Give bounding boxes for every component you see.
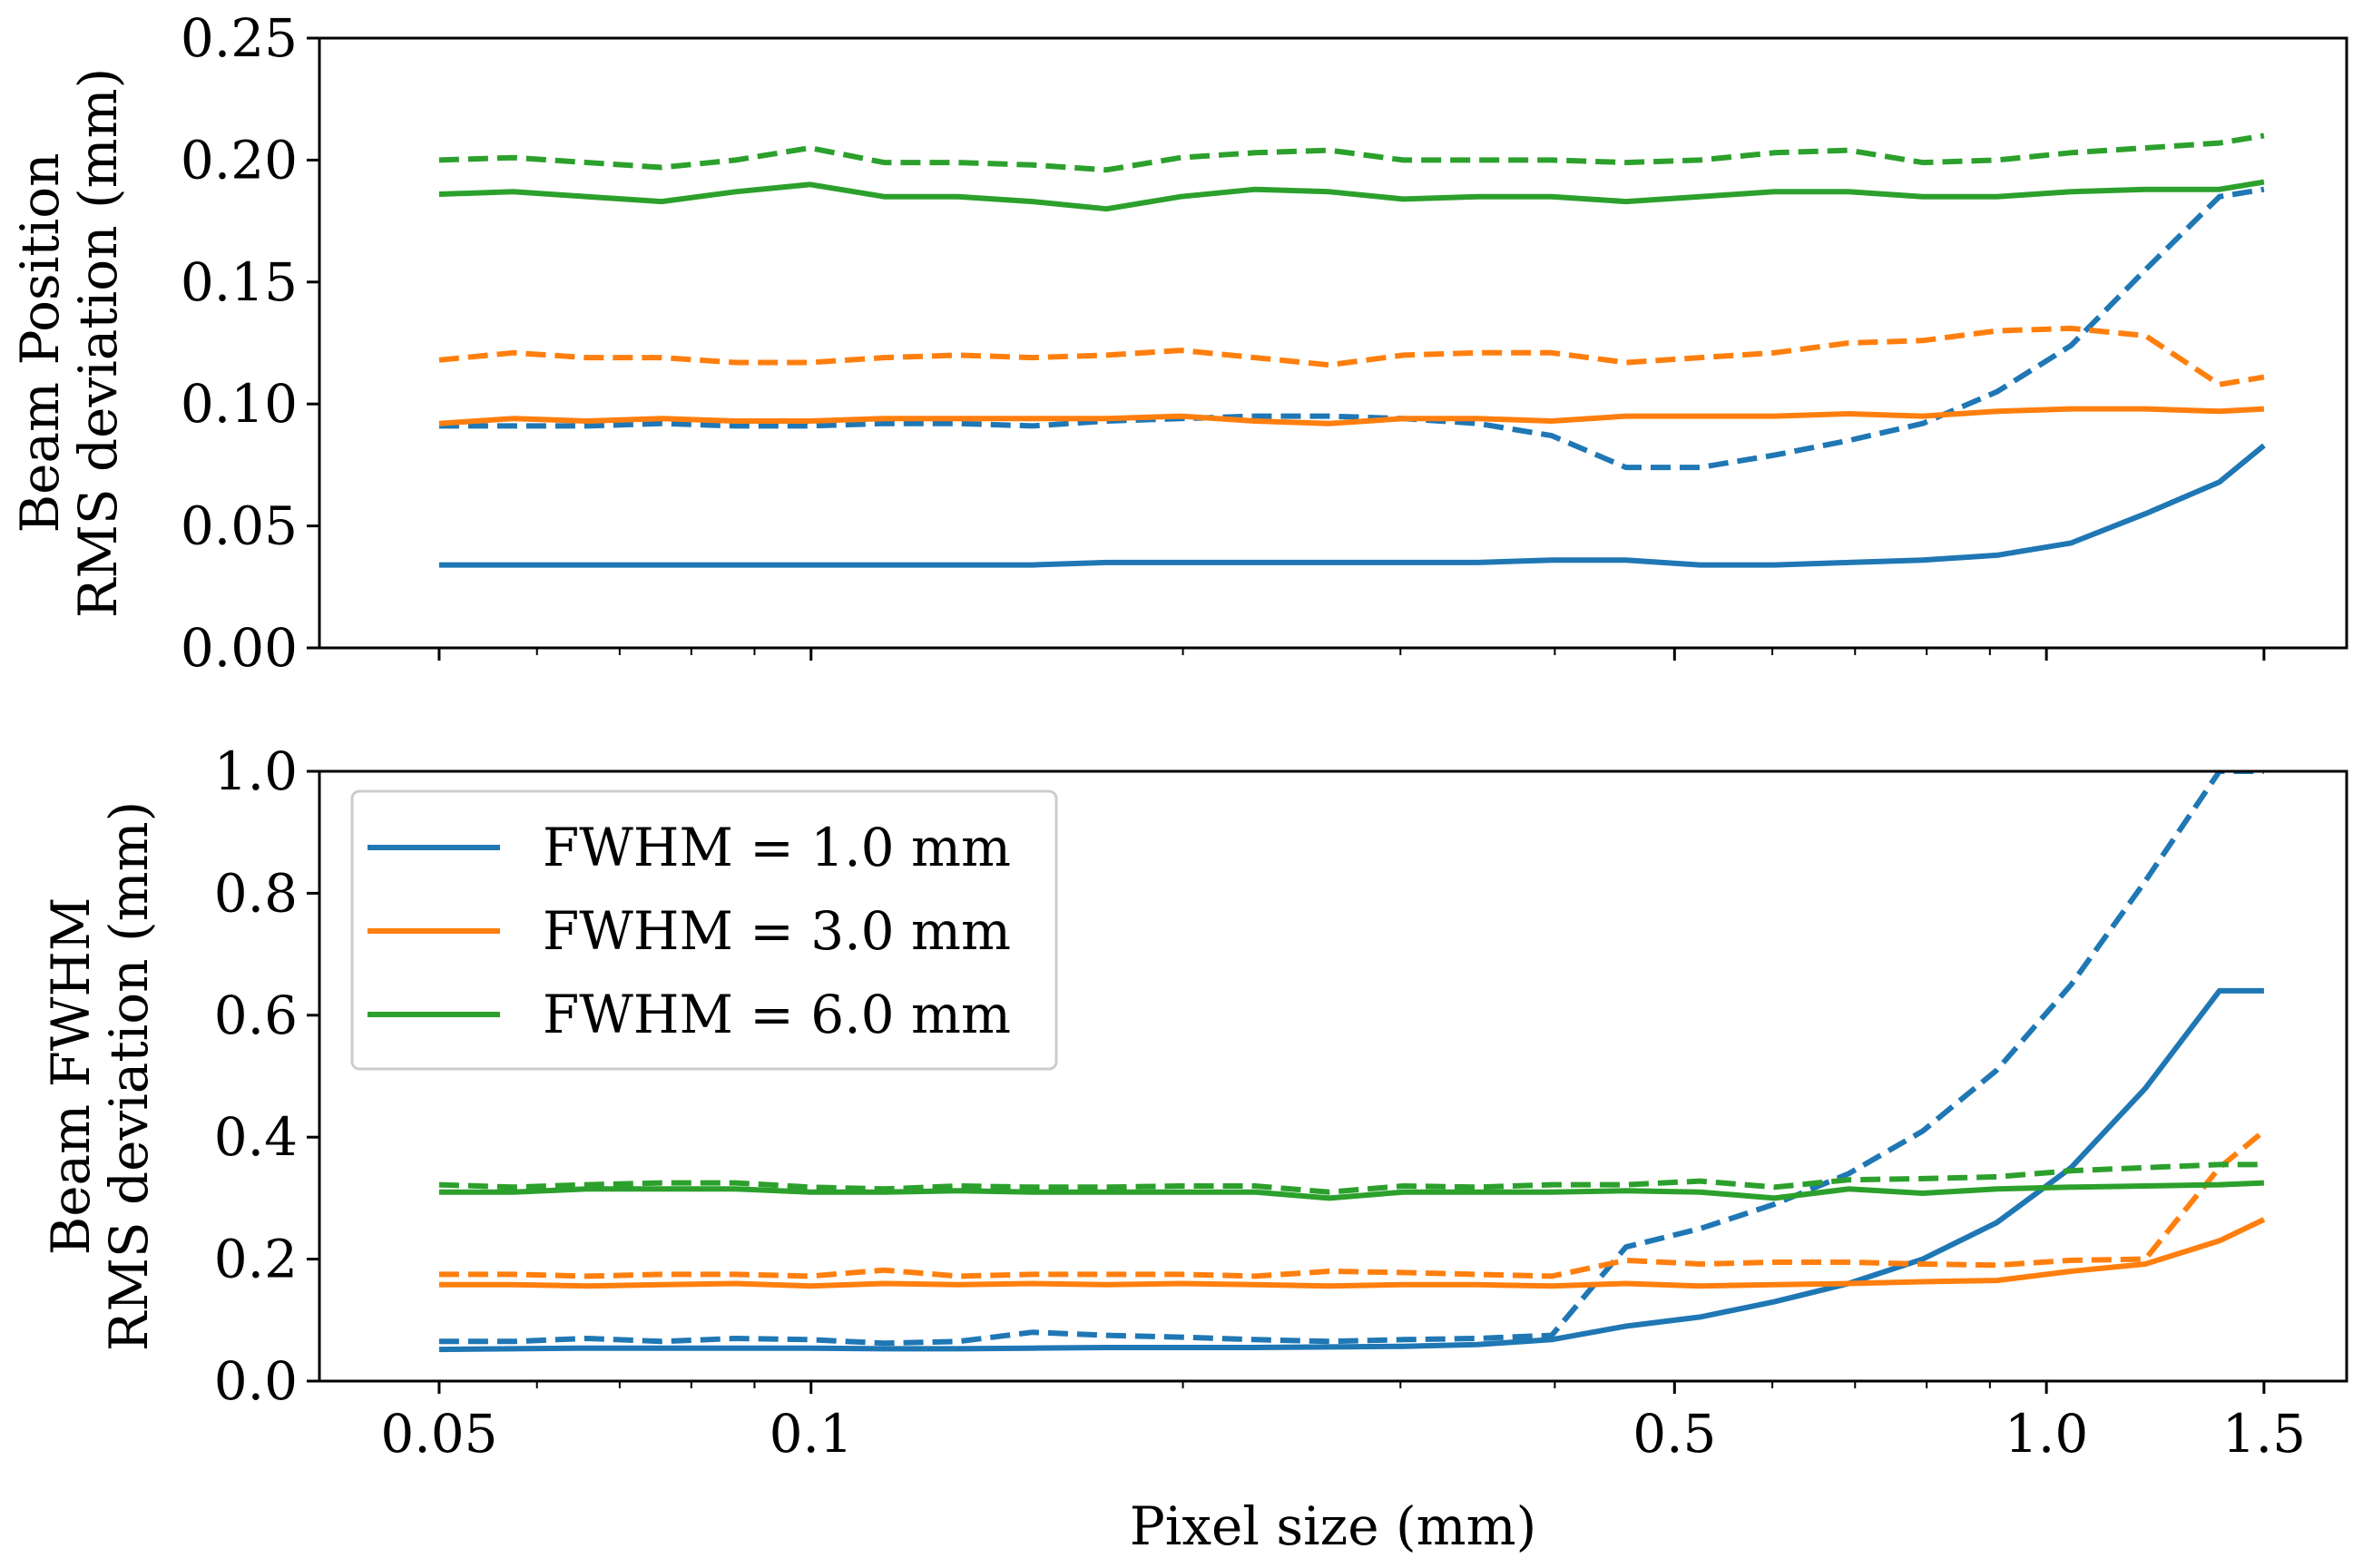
- panel-beam-position: 0.00 0.05 0.10 0.15 0.20 0.25 Beam Position R…: [9, 7, 2348, 679]
- top-y-tick-label: 0.15: [181, 251, 298, 313]
- bottom-y-axis-label-line-1: Beam FWHM: [40, 897, 102, 1256]
- top-series-fwhm-3-0-dashed: [438, 325, 2265, 387]
- bottom-y-tick-label: 0.2: [214, 1229, 298, 1290]
- top-plot-frame: [318, 36, 2348, 650]
- x-tick-label: 0.5: [1633, 1403, 1716, 1465]
- top-series-fwhm-1-0-solid: [438, 443, 2266, 568]
- legend-frame: [350, 789, 1058, 1071]
- top-series-lines: [438, 132, 2266, 568]
- top-y-tick-label: 0.10: [181, 373, 298, 435]
- bottom-y-ticks: 0.0 0.2 0.4 0.6 0.8 1.0: [214, 740, 319, 1412]
- bottom-series-fwhm-3-0-dashed: [438, 1129, 2266, 1279]
- bottom-y-tick-label: 0.4: [214, 1106, 298, 1168]
- x-tick-label: 0.05: [380, 1403, 497, 1465]
- top-x-ticks: [437, 648, 2266, 661]
- top-y-axis-label-line-2: RMS deviation (mm): [67, 68, 129, 618]
- bottom-x-ticks: 0.05 0.1 0.5 1.0 1.5: [380, 1381, 2306, 1465]
- bottom-series-lines: [438, 771, 2266, 1353]
- legend: FWHM = 1.0 mm FWHM = 3.0 mm FWHM = 6.0 m…: [350, 789, 1058, 1071]
- legend-label-fwhm-6: FWHM = 6.0 mm: [543, 984, 1011, 1045]
- top-y-tick-label: 0.00: [181, 617, 298, 679]
- top-series-fwhm-3-0-solid: [438, 406, 2265, 426]
- panel-beam-fwhm: 0.0 0.2 0.4 0.6 0.8 1.0 0.05 0.1 0.5 1.0 1.5 Beam…: [40, 740, 2348, 1557]
- x-tick-label: 1.5: [2222, 1403, 2306, 1465]
- legend-label-fwhm-3: FWHM = 3.0 mm: [543, 900, 1011, 962]
- bottom-plot-frame: [318, 769, 2348, 1383]
- top-y-ticks: 0.00 0.05 0.10 0.15 0.20 0.25: [181, 7, 319, 679]
- bottom-y-tick-label: 1.0: [214, 740, 298, 802]
- x-tick-label: 1.0: [2005, 1403, 2088, 1465]
- bottom-series-fwhm-3-0-solid: [438, 1217, 2266, 1289]
- bottom-series-fwhm-6-0-solid: [438, 1180, 2265, 1201]
- top-series-fwhm-1-0-dashed: [438, 186, 2265, 471]
- top-series-fwhm-6-0-dashed: [438, 132, 2265, 173]
- bottom-series-fwhm-1-0-dashed: [438, 771, 2264, 1347]
- top-y-tick-label: 0.05: [181, 495, 298, 557]
- top-y-tick-label: 0.25: [181, 7, 298, 69]
- legend-label-fwhm-1: FWHM = 1.0 mm: [543, 817, 1011, 878]
- top-series-fwhm-6-0-solid: [438, 179, 2265, 212]
- bottom-y-tick-label: 0.8: [214, 862, 298, 924]
- top-y-tick-label: 0.20: [181, 129, 298, 191]
- bottom-y-tick-label: 0.6: [214, 985, 298, 1046]
- bottom-y-axis-label-line-2: RMS deviation (mm): [98, 801, 160, 1351]
- bottom-series-fwhm-1-0-solid: [438, 987, 2264, 1353]
- bottom-y-tick-label: 0.0: [214, 1350, 298, 1412]
- top-y-axis-label-line-1: Beam Position: [9, 153, 71, 534]
- x-axis-label: Pixel size (mm): [1130, 1495, 1536, 1557]
- bottom-series-fwhm-6-0-dashed: [438, 1161, 2264, 1195]
- x-tick-label: 0.1: [770, 1403, 853, 1465]
